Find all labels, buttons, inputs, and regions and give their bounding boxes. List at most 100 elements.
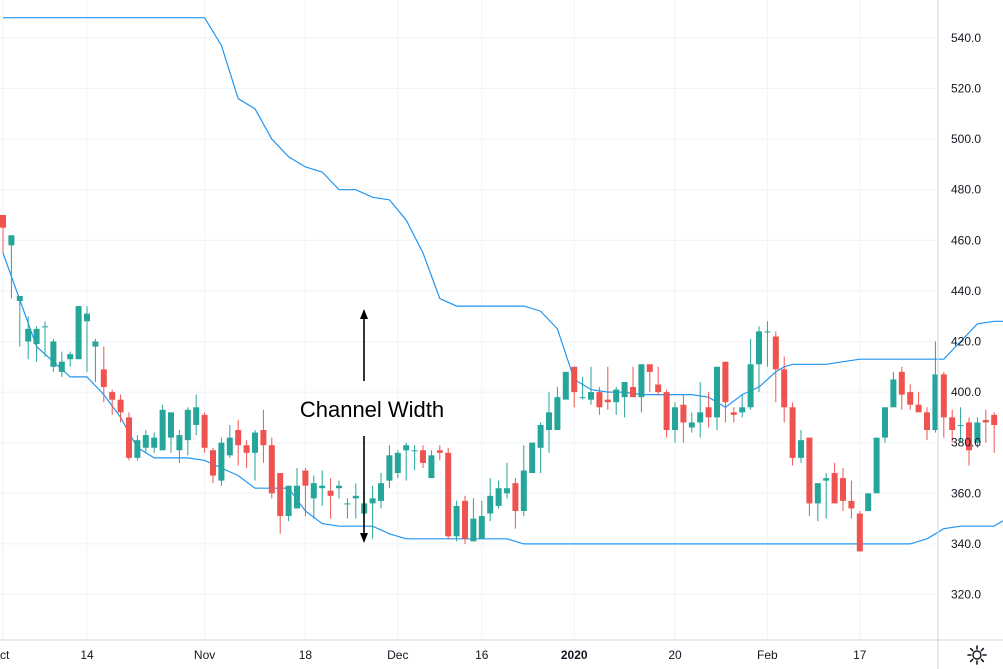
candle	[873, 437, 880, 494]
candle	[915, 392, 922, 413]
candle	[478, 500, 485, 539]
candle-body	[730, 412, 737, 415]
candle-body	[117, 399, 124, 413]
candle-body	[285, 485, 292, 517]
candle	[495, 480, 502, 509]
candle-body	[537, 424, 544, 448]
candle-body	[512, 483, 519, 511]
candle-body	[100, 369, 107, 388]
candle	[226, 424, 233, 458]
candle-body	[336, 485, 342, 489]
x-tick-label: 16	[475, 648, 489, 662]
candle	[201, 412, 208, 453]
candle-body	[856, 513, 863, 552]
candle	[428, 450, 435, 479]
candle-body	[764, 331, 771, 333]
candle-body	[58, 361, 65, 372]
candle	[352, 483, 359, 519]
candle-body	[865, 493, 872, 511]
candle	[579, 376, 586, 400]
candle-body	[520, 470, 527, 511]
y-tick-label: 480.0	[951, 183, 981, 197]
candle-body	[453, 505, 460, 537]
candle	[529, 442, 536, 474]
candle	[772, 331, 779, 403]
candle	[848, 480, 855, 519]
candle	[210, 447, 216, 484]
candle	[890, 371, 897, 408]
candle	[781, 356, 788, 423]
candle	[394, 450, 401, 479]
gear-icon[interactable]	[966, 644, 988, 666]
candle-body	[588, 392, 594, 400]
y-tick-label: 520.0	[951, 82, 981, 96]
candle-body	[814, 483, 821, 504]
candle-body	[8, 235, 15, 246]
candle	[470, 498, 477, 542]
candle	[453, 500, 460, 542]
candle	[302, 467, 309, 517]
candle-body	[462, 500, 468, 539]
lower-channel-line	[2, 252, 1003, 545]
candle	[949, 409, 956, 443]
candle	[613, 387, 620, 415]
candle-body	[663, 392, 670, 431]
candle	[814, 483, 821, 522]
candle-body	[403, 445, 410, 451]
candle-body	[840, 478, 846, 501]
candle	[403, 442, 410, 481]
candle	[58, 351, 65, 377]
candle-body	[613, 389, 620, 403]
candle	[520, 445, 527, 517]
candle-body	[420, 450, 426, 463]
candle-body	[151, 437, 158, 448]
candle-body	[294, 485, 300, 509]
candle	[924, 407, 930, 441]
candle	[168, 412, 174, 453]
candle	[378, 473, 384, 509]
price-channels	[2, 17, 1003, 545]
y-tick-label: 420.0	[951, 335, 981, 349]
candle	[159, 404, 166, 451]
candle	[562, 371, 569, 400]
candle-body	[831, 473, 838, 504]
candle	[336, 480, 342, 499]
candle-body	[924, 412, 930, 431]
x-tick-label: 18	[299, 648, 313, 662]
candle	[92, 338, 99, 382]
upper-channel-line	[3, 17, 1003, 409]
candle-body	[50, 341, 57, 367]
candle	[646, 364, 653, 393]
candle	[184, 407, 191, 456]
candle-body	[184, 409, 191, 441]
candle	[882, 407, 888, 443]
candle-body	[571, 366, 578, 393]
candle-body	[596, 392, 603, 408]
candle	[151, 432, 158, 453]
candle-body	[193, 407, 200, 425]
candle	[865, 493, 872, 511]
candle-body	[772, 336, 779, 370]
candle	[604, 366, 611, 410]
candle-body	[798, 440, 804, 458]
candle-body	[302, 470, 309, 486]
candle	[554, 387, 561, 431]
candle	[411, 445, 418, 471]
candle	[75, 306, 82, 360]
y-tick-label: 440.0	[951, 284, 981, 298]
candle	[50, 338, 57, 372]
candle	[285, 485, 292, 522]
candle-body	[940, 374, 947, 418]
candle-body	[109, 392, 116, 400]
y-tick-label: 380.0	[951, 436, 981, 450]
candle	[957, 407, 964, 443]
x-axis-ticks[interactable]: ct 14 Nov 18 Dec 16 2020 20 Feb 17	[0, 648, 867, 662]
y-axis-ticks[interactable]: 540.0 520.0 500.0 480.0 460.0 440.0 420.0 400.0…	[951, 31, 981, 602]
candle-body	[848, 500, 855, 509]
candle-body	[529, 442, 536, 474]
candle	[294, 467, 300, 509]
candle-body	[646, 364, 653, 372]
candle	[856, 510, 863, 552]
candle	[218, 437, 225, 486]
